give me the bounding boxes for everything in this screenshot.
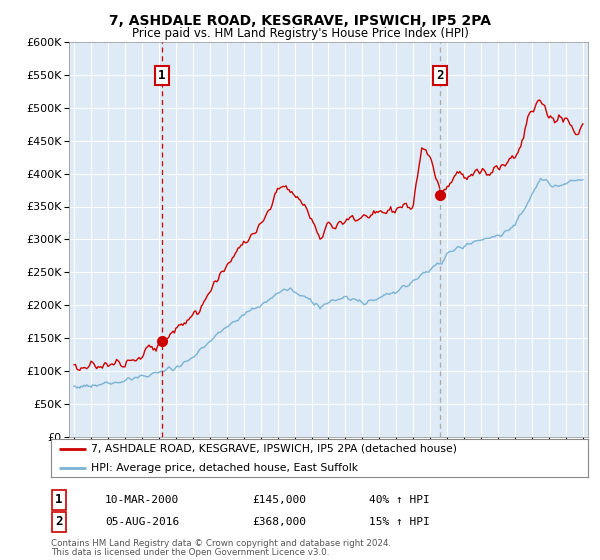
Text: 2: 2 xyxy=(437,69,444,82)
Text: 15% ↑ HPI: 15% ↑ HPI xyxy=(369,517,430,527)
Text: 7, ASHDALE ROAD, KESGRAVE, IPSWICH, IP5 2PA: 7, ASHDALE ROAD, KESGRAVE, IPSWICH, IP5 … xyxy=(109,14,491,28)
Text: This data is licensed under the Open Government Licence v3.0.: This data is licensed under the Open Gov… xyxy=(51,548,329,557)
Text: 1: 1 xyxy=(158,69,166,82)
Text: 1: 1 xyxy=(55,493,62,506)
Text: 10-MAR-2000: 10-MAR-2000 xyxy=(105,494,179,505)
Text: Contains HM Land Registry data © Crown copyright and database right 2024.: Contains HM Land Registry data © Crown c… xyxy=(51,539,391,548)
Text: £145,000: £145,000 xyxy=(252,494,306,505)
Text: 7, ASHDALE ROAD, KESGRAVE, IPSWICH, IP5 2PA (detached house): 7, ASHDALE ROAD, KESGRAVE, IPSWICH, IP5 … xyxy=(91,444,457,454)
Text: 05-AUG-2016: 05-AUG-2016 xyxy=(105,517,179,527)
Text: 2: 2 xyxy=(55,515,62,529)
Text: 40% ↑ HPI: 40% ↑ HPI xyxy=(369,494,430,505)
Text: HPI: Average price, detached house, East Suffolk: HPI: Average price, detached house, East… xyxy=(91,463,358,473)
Text: Price paid vs. HM Land Registry's House Price Index (HPI): Price paid vs. HM Land Registry's House … xyxy=(131,27,469,40)
Text: £368,000: £368,000 xyxy=(252,517,306,527)
